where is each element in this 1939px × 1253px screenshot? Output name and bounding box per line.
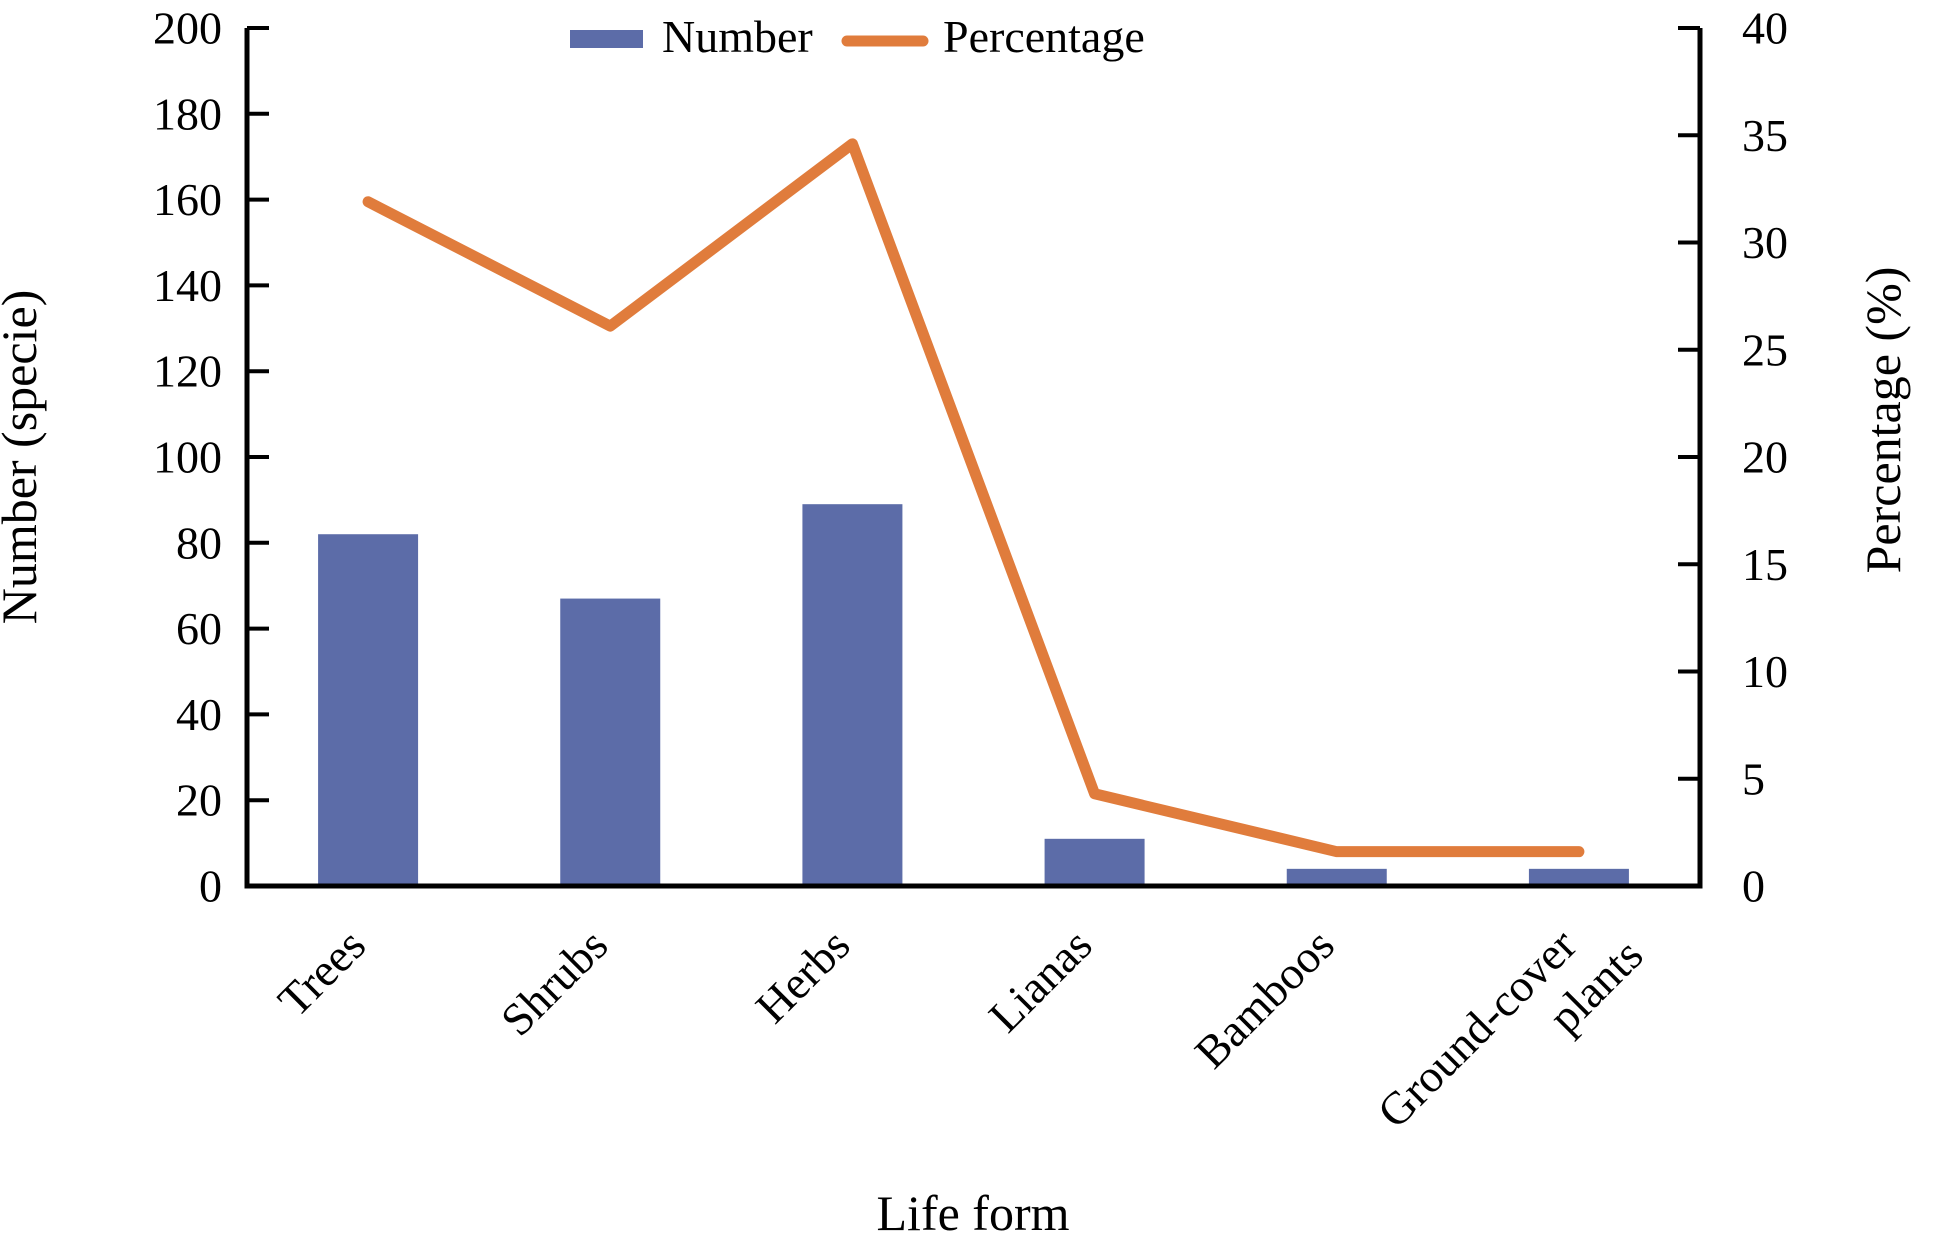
bar-ground-cover-plants [1528, 868, 1629, 886]
y-left-tick-label: 180 [153, 88, 222, 139]
y-right-tick-label: 30 [1742, 217, 1788, 268]
y-axis-left-title: Number (specie) [0, 290, 47, 625]
y-right-tick-label: 10 [1742, 646, 1788, 697]
y-right-tick-label: 25 [1742, 324, 1788, 375]
y-axis-right-title: Percentage (%) [1855, 267, 1911, 574]
y-right-tick-label: 0 [1742, 861, 1765, 912]
percentage-line [362, 138, 1585, 858]
y-right-tick-label: 5 [1742, 753, 1765, 804]
category-label-shrubs: Shrubs [491, 919, 617, 1045]
y-left-tick-label: 100 [153, 432, 222, 483]
y-left-tick-label: 140 [153, 260, 222, 311]
y-right-tick-label: 35 [1742, 110, 1788, 161]
y-right-tick-label: 40 [1742, 3, 1788, 54]
bars-group [318, 504, 1629, 886]
y-left-tick-label: 0 [199, 861, 222, 912]
y-left-tick-label: 20 [176, 775, 222, 826]
category-label-lianas: Lianas [979, 919, 1102, 1042]
y-left-tick-label: 200 [153, 3, 222, 54]
y-axis-left-tick-labels: 0 20 40 60 80 100 120 140 160 180 200 [153, 3, 222, 912]
y-left-tick-label: 160 [153, 174, 222, 225]
y-right-tick-label: 15 [1742, 539, 1788, 590]
x-axis-title: Life form [877, 1185, 1070, 1241]
y-left-tick-label: 120 [153, 346, 222, 397]
category-label-herbs: Herbs [746, 919, 860, 1033]
bar-shrubs [560, 598, 661, 886]
category-label-trees: Trees [268, 919, 375, 1026]
y-left-tick-label: 80 [176, 517, 222, 568]
x-axis-category-labels: Trees Shrubs Herbs Lianas Bamboos Ground-cove… [268, 891, 1652, 1176]
bar-bamboos [1286, 868, 1387, 886]
legend-bar-swatch [570, 30, 643, 48]
y-right-tick-label: 20 [1742, 432, 1788, 483]
category-label-bamboos: Bamboos [1185, 919, 1344, 1078]
legend-percentage-label: Percentage [943, 11, 1145, 62]
bar-lianas [1044, 838, 1145, 886]
axes [244, 28, 1703, 889]
legend-number-label: Number [662, 11, 813, 62]
legend: Number Percentage [570, 11, 1145, 62]
y-left-tick-label: 60 [176, 603, 222, 654]
bar-herbs [802, 504, 903, 886]
y-axis-right-tick-labels: 0 5 10 15 20 25 30 35 40 [1742, 3, 1788, 912]
y-left-tick-label: 40 [176, 689, 222, 740]
bar-trees [318, 534, 419, 886]
category-label-ground-cover-plants: Ground-coverplants [1367, 891, 1652, 1176]
